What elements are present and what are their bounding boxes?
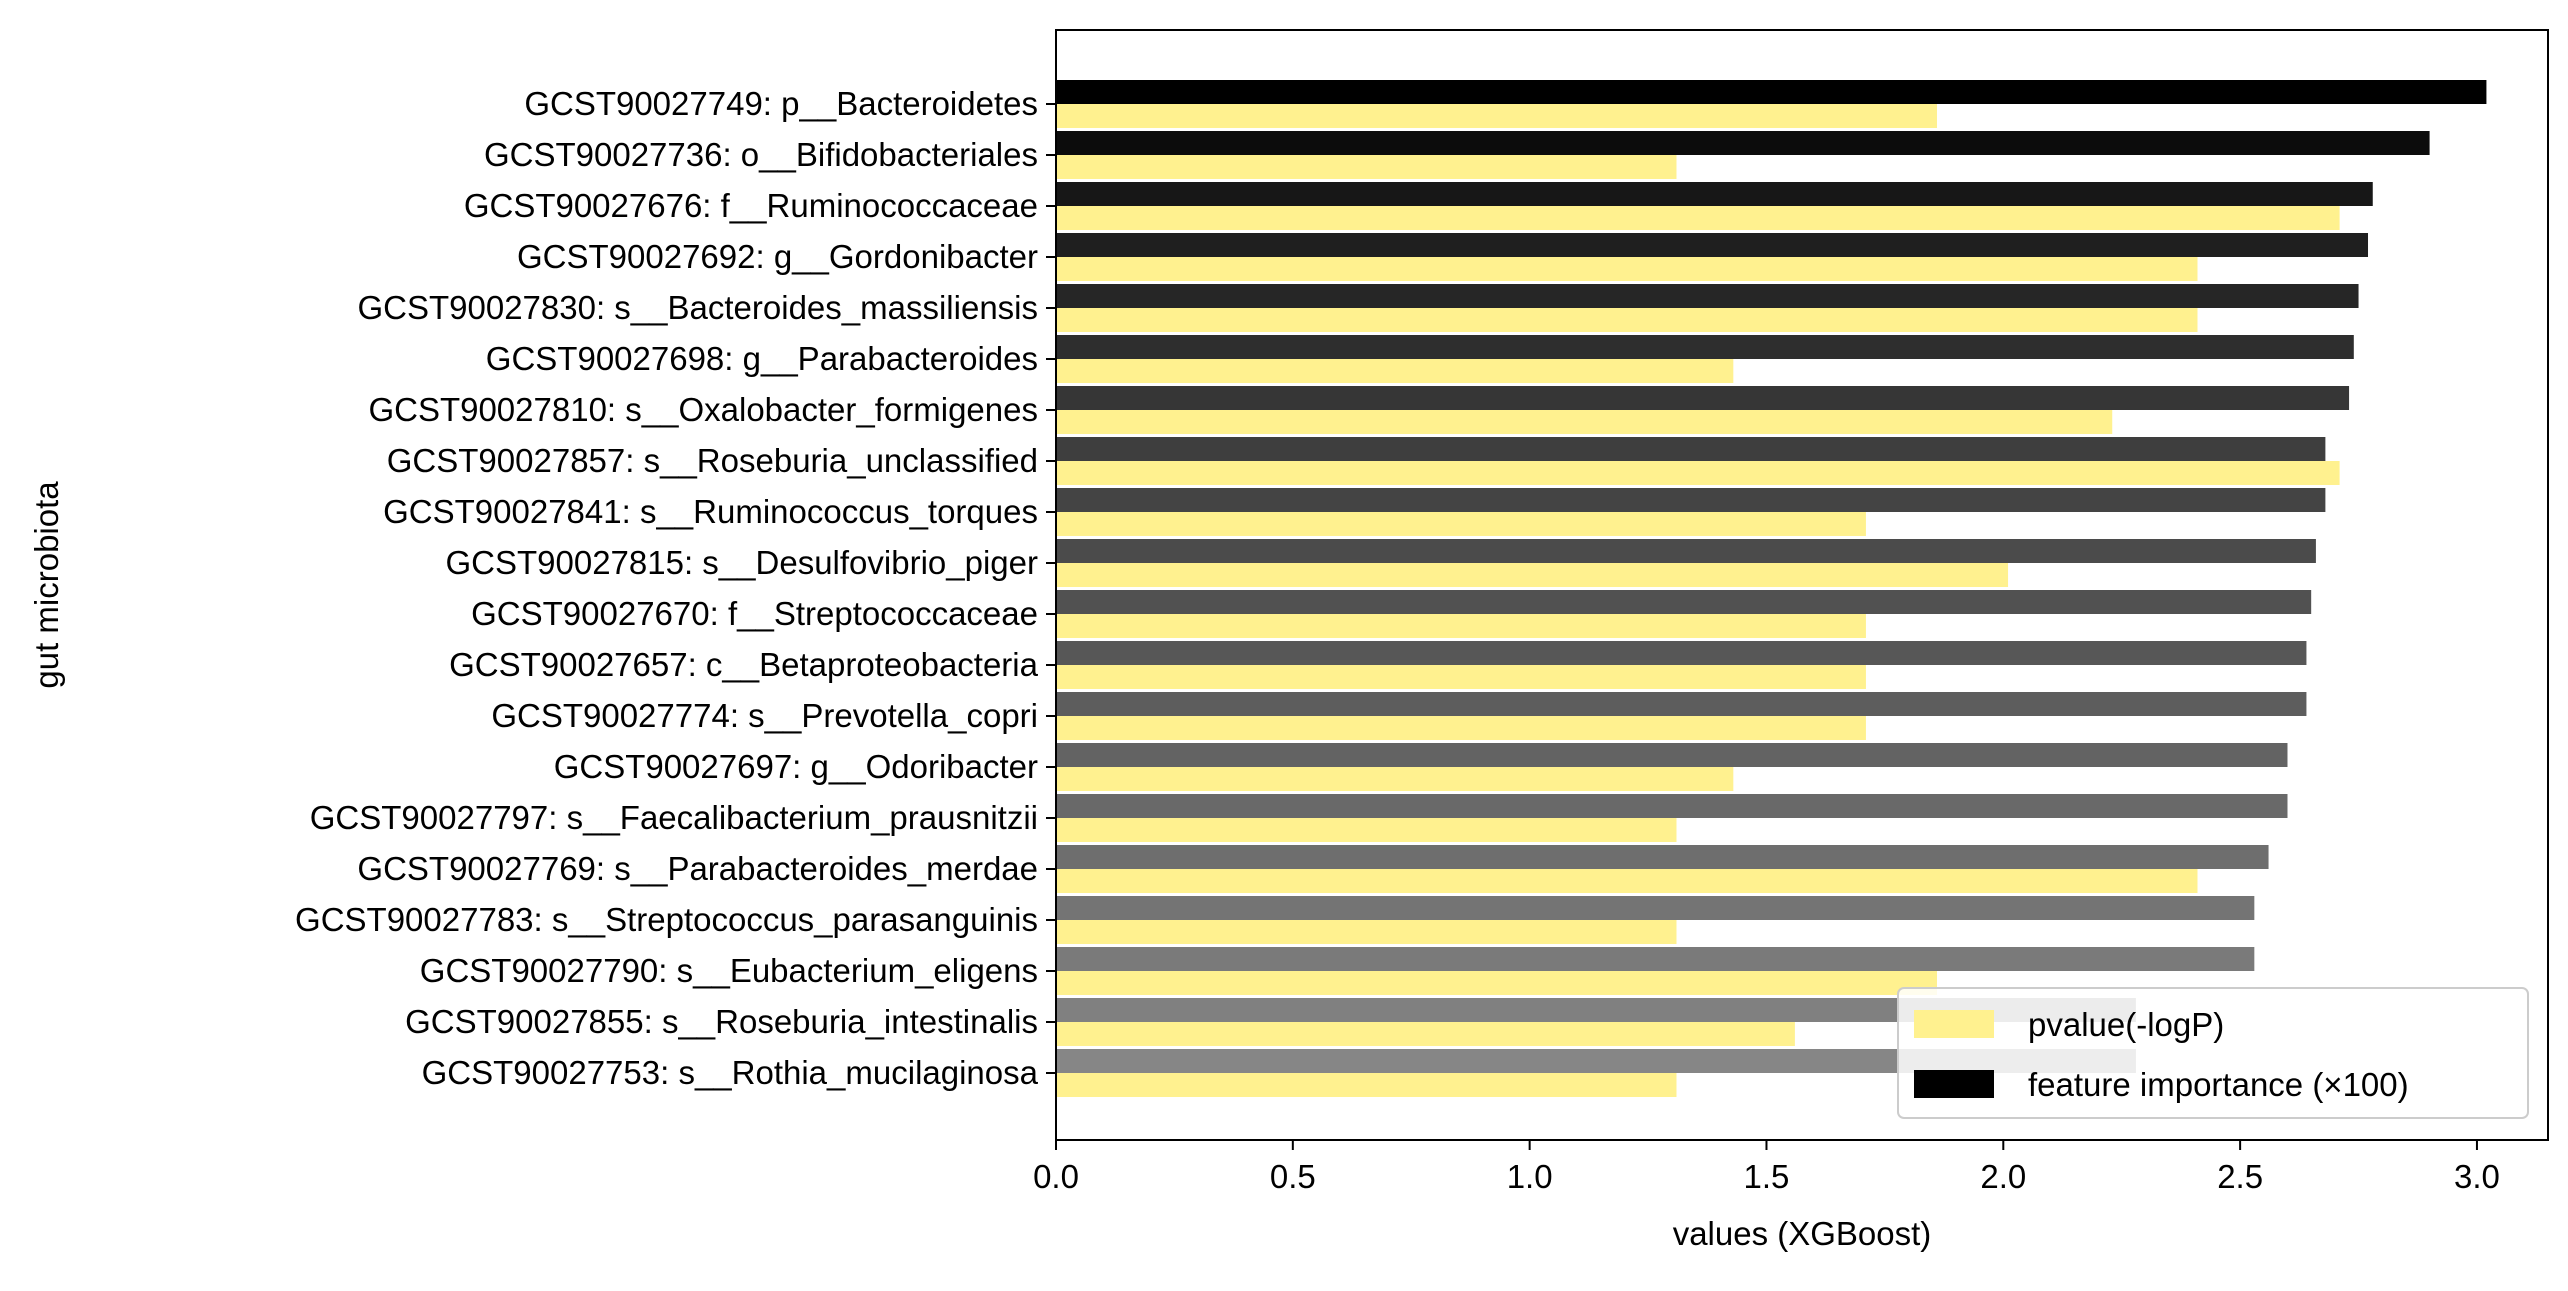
bar-pvalue	[1056, 359, 1734, 383]
bar-feature-importance	[1056, 845, 2269, 869]
bar-pvalue	[1056, 767, 1734, 791]
bar-pvalue	[1056, 410, 2113, 434]
bar-feature-importance	[1056, 335, 2354, 359]
bar-feature-importance	[1056, 539, 2316, 563]
bar-feature-importance	[1056, 590, 2312, 614]
legend: pvalue(-logP) feature importance (×100)	[1897, 987, 2529, 1119]
bar-pvalue	[1056, 869, 2198, 893]
bar-pvalue	[1056, 563, 2009, 587]
bar-feature-importance	[1056, 947, 2255, 971]
bar-pvalue	[1056, 257, 2198, 281]
y-category-label: GCST90027810: s__Oxalobacter_formigenes	[368, 391, 1038, 428]
x-axis-ticks: 0.0 0.5 1.0 1.5 2.0 2.5 3.0	[1033, 1140, 2500, 1195]
y-category-label: GCST90027769: s__Parabacteroides_merdae	[357, 850, 1038, 887]
y-category-label: GCST90027697: g__Odoribacter	[554, 748, 1038, 785]
x-tick-label: 0.5	[1270, 1158, 1316, 1195]
bar-pvalue	[1056, 461, 2340, 485]
legend-swatch-pvalue	[1914, 1010, 1994, 1038]
y-category-label: GCST90027797: s__Faecalibacterium_prausn…	[310, 799, 1038, 836]
y-category-label: GCST90027698: g__Parabacteroides	[486, 340, 1038, 377]
x-tick-label: 2.0	[1980, 1158, 2026, 1195]
y-category-label: GCST90027749: p__Bacteroidetes	[524, 85, 1038, 122]
bar-pvalue	[1056, 614, 1866, 638]
bar-pvalue	[1056, 818, 1677, 842]
y-category-label: GCST90027657: c__Betaproteobacteria	[449, 646, 1039, 683]
x-tick-label: 0.0	[1033, 1158, 1079, 1195]
y-category-label: GCST90027841: s__Ruminococcus_torques	[383, 493, 1038, 530]
bar-pvalue	[1056, 155, 1677, 179]
legend-swatch-feature-importance	[1914, 1070, 1994, 1098]
bar-pvalue	[1056, 971, 1937, 995]
bar-feature-importance	[1056, 284, 2359, 308]
legend-label-pvalue: pvalue(-logP)	[2028, 1006, 2224, 1043]
x-tick-label: 1.5	[1744, 1158, 1790, 1195]
plot-frame	[1055, 29, 2549, 1141]
y-axis-title: gut microbiota	[28, 481, 65, 689]
x-tick-label: 1.0	[1507, 1158, 1553, 1195]
bar-feature-importance	[1056, 182, 2373, 206]
bar-pvalue	[1056, 206, 2340, 230]
bar-feature-importance	[1056, 233, 2369, 257]
bar-pvalue	[1056, 1073, 1677, 1097]
y-category-label: GCST90027855: s__Roseburia_intestinalis	[405, 1003, 1038, 1040]
y-category-labels: GCST90027749: p__Bacteroidetes GCST900277…	[295, 85, 1056, 1091]
bar-pvalue	[1056, 512, 1866, 536]
y-category-label: GCST90027783: s__Streptococcus_parasangu…	[295, 901, 1038, 938]
legend-box	[1897, 987, 2529, 1119]
y-category-label: GCST90027736: o__Bifidobacteriales	[484, 136, 1038, 173]
x-tick-label: 2.5	[2217, 1158, 2263, 1195]
bar-feature-importance	[1056, 437, 2326, 461]
bar-feature-importance	[1056, 386, 2350, 410]
bar-feature-importance	[1056, 641, 2307, 665]
y-category-label: GCST90027830: s__Bacteroides_massiliensi…	[357, 289, 1038, 326]
y-category-label: GCST90027676: f__Ruminococcaceae	[464, 187, 1038, 224]
y-category-label: GCST90027815: s__Desulfovibrio_piger	[445, 544, 1038, 581]
bar-feature-importance	[1056, 131, 2430, 155]
bar-feature-importance	[1056, 743, 2288, 767]
y-category-label: GCST90027774: s__Prevotella_copri	[491, 697, 1038, 734]
bar-feature-importance	[1056, 80, 2487, 104]
bar-pvalue	[1056, 920, 1677, 944]
y-category-label: GCST90027790: s__Eubacterium_eligens	[420, 952, 1038, 989]
bar-feature-importance	[1056, 794, 2288, 818]
bars-group	[1056, 80, 2487, 1097]
bar-pvalue	[1056, 665, 1866, 689]
legend-label-feature-importance: feature importance (×100)	[2028, 1066, 2409, 1103]
x-axis-title: values (XGBoost)	[1673, 1215, 1932, 1252]
y-category-label: GCST90027670: f__Streptococcaceae	[471, 595, 1038, 632]
bar-feature-importance	[1056, 896, 2255, 920]
y-category-label: GCST90027753: s__Rothia_mucilaginosa	[422, 1054, 1039, 1091]
bar-feature-importance	[1056, 488, 2326, 512]
bar-pvalue	[1056, 104, 1937, 128]
bar-feature-importance	[1056, 692, 2307, 716]
bar-pvalue	[1056, 716, 1866, 740]
y-category-label: GCST90027692: g__Gordonibacter	[517, 238, 1038, 275]
x-tick-label: 3.0	[2454, 1158, 2500, 1195]
bar-pvalue	[1056, 308, 2198, 332]
y-category-label: GCST90027857: s__Roseburia_unclassified	[387, 442, 1038, 479]
bar-pvalue	[1056, 1022, 1795, 1046]
